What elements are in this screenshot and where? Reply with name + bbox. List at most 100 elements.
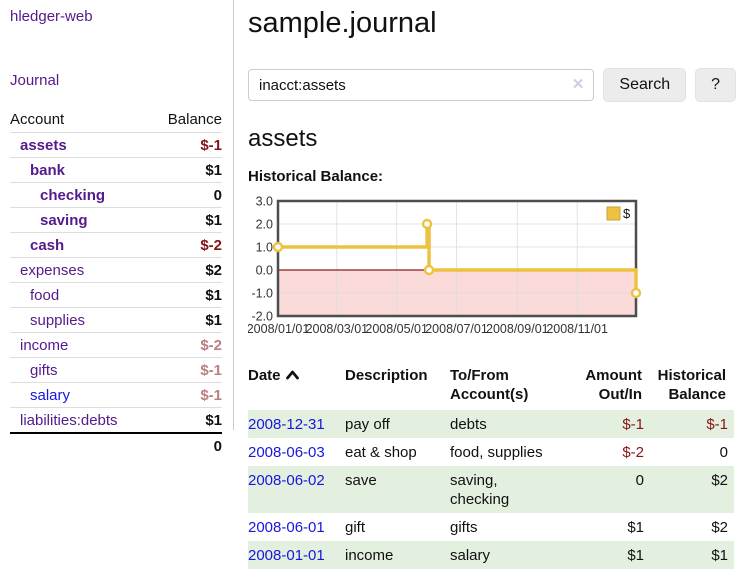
account-cell: supplies (10, 307, 151, 333)
description-column-header: Description (345, 367, 428, 384)
description-cell: gift (345, 518, 366, 536)
clear-search-icon[interactable]: ✕ (571, 76, 585, 93)
account-balance-cell: 0 (150, 182, 222, 208)
account-row: expenses $2 (10, 257, 222, 283)
sort-ascending-icon (285, 370, 299, 380)
account-link[interactable]: bank (30, 161, 66, 179)
x-axis-tick-label: 2008/03/01 (306, 322, 369, 336)
transaction-row: 2008-06-02 save saving, checking 0 $2 (248, 466, 734, 513)
transaction-date-link[interactable]: 2008-06-02 (248, 471, 325, 489)
legend-swatch (606, 206, 621, 221)
sidebar: hledger-web Journal Account Balance asse… (0, 0, 222, 458)
account-link[interactable]: supplies (30, 311, 86, 329)
journal-link[interactable]: Journal (10, 72, 60, 89)
balance-column-header: Balance (150, 108, 222, 133)
transaction-date-link[interactable]: 2008-01-01 (248, 546, 325, 564)
account-column-header: Account (10, 108, 151, 133)
search-input-wrap: ✕ (248, 69, 595, 101)
balance-column-header-main: Historical Balance (657, 367, 726, 403)
account-balance-cell: $2 (150, 257, 222, 283)
account-link[interactable]: gifts (30, 361, 58, 379)
balance-cell: 0 (719, 443, 728, 461)
account-cell: food (10, 282, 151, 308)
account-link[interactable]: income (20, 336, 69, 354)
y-axis-tick-label: -1.0 (251, 287, 273, 301)
accounts-cell: saving, checking (450, 471, 510, 508)
sidebar-divider (233, 0, 234, 430)
description-cell: income (345, 546, 394, 564)
search-input[interactable] (248, 69, 595, 101)
account-balance-cell: $-1 (150, 382, 222, 408)
search-bar: ✕ Search ? (248, 68, 736, 102)
x-axis-tick-label: 2008/07/01 (425, 322, 488, 336)
date-cell: 2008-01-01 (248, 541, 345, 569)
page-title: sample.journal (248, 7, 437, 39)
accounts-cell: debts (450, 415, 487, 433)
account-row: income $-2 (10, 332, 222, 358)
account-balance-cell: $-1 (150, 132, 222, 158)
balance-cell: $-1 (706, 415, 728, 433)
amount-column-header: Amount Out/In (585, 367, 642, 403)
account-link[interactable]: expenses (20, 261, 85, 279)
account-link[interactable]: salary (30, 386, 71, 404)
transaction-date-link[interactable]: 2008-06-03 (248, 443, 325, 461)
x-axis-tick-label: 2008/09/01 (486, 322, 549, 336)
account-balance-table: Account Balance assets $-1 bank $1 checking 0… (10, 108, 222, 458)
transaction-row: 2008-06-01 gift gifts $1 $2 (248, 513, 734, 541)
amount-cell: $-1 (622, 415, 644, 433)
date-cell: 2008-06-02 (248, 466, 345, 513)
account-balance-cell: $-2 (150, 332, 222, 358)
account-balance-cell: $1 (150, 157, 222, 183)
y-axis-tick-label: 3.0 (256, 196, 273, 209)
account-link[interactable]: cash (30, 236, 65, 254)
account-balance-cell: $1 (150, 307, 222, 333)
account-link[interactable]: checking (40, 186, 106, 204)
account-link[interactable]: saving (40, 211, 88, 229)
account-balance-cell: $-2 (150, 232, 222, 258)
help-button[interactable]: ? (695, 68, 736, 102)
transaction-date-link[interactable]: 2008-06-01 (248, 518, 325, 536)
account-balance-cell: $1 (150, 207, 222, 233)
account-link[interactable]: assets (20, 136, 67, 154)
account-row: bank $1 (10, 157, 222, 183)
account-heading: assets (248, 125, 318, 152)
y-axis-tick-label: -2.0 (251, 310, 273, 324)
account-link[interactable]: liabilities:debts (20, 411, 118, 429)
account-link[interactable]: food (30, 286, 60, 304)
historical-balance-chart: $3.0 2.0 1.0 0.0 -1.0 -2.0 2008/01/01 2008/03/0… (247, 195, 736, 347)
legend-label: $ (623, 206, 631, 221)
data-point-marker (421, 218, 433, 230)
date-column-header[interactable]: Date (248, 364, 345, 410)
accounts-cell: gifts (450, 518, 478, 536)
data-point-marker (630, 287, 642, 299)
account-balance-cell: $-1 (150, 357, 222, 383)
chart-border (276, 199, 638, 318)
search-button[interactable]: Search (603, 68, 687, 102)
transaction-date-link[interactable]: 2008-12-31 (248, 415, 325, 433)
transaction-row: 2008-06-03 eat & shop food, supplies $-2 0 (248, 438, 734, 466)
main-content: sample.journal ✕ Search ? assets Histori… (247, 0, 736, 569)
description-cell: save (345, 471, 377, 489)
date-cell: 2008-06-01 (248, 513, 345, 541)
account-cell: assets (10, 132, 151, 158)
amount-cell: 0 (635, 471, 644, 489)
account-cell: cash (10, 232, 151, 258)
app-title-link[interactable]: hledger-web (10, 8, 93, 25)
account-row: liabilities:debts $1 (10, 407, 222, 434)
y-axis-tick-label: 0.0 (256, 264, 273, 278)
account-cell: salary (10, 382, 151, 408)
balance-cell: $2 (711, 471, 728, 489)
total-balance-cell: 0 (150, 432, 222, 458)
transaction-row: 2008-01-01 income salary $1 $1 (248, 541, 734, 569)
chart-title: Historical Balance: (248, 168, 384, 185)
transaction-row: 2008-12-31 pay off debts $-1 $-1 (248, 410, 734, 438)
total-spacer-cell (10, 432, 151, 458)
account-cell: saving (10, 207, 151, 233)
data-point-marker (272, 241, 284, 253)
account-row: food $1 (10, 282, 222, 308)
description-cell: pay off (345, 415, 390, 433)
account-table-body: assets $-1 bank $1 checking 0 saving $1 cash $-2 e… (10, 132, 222, 434)
x-axis-tick-label: 2008/05/01 (365, 322, 428, 336)
account-cell: gifts (10, 357, 151, 383)
data-point-marker (423, 264, 435, 276)
